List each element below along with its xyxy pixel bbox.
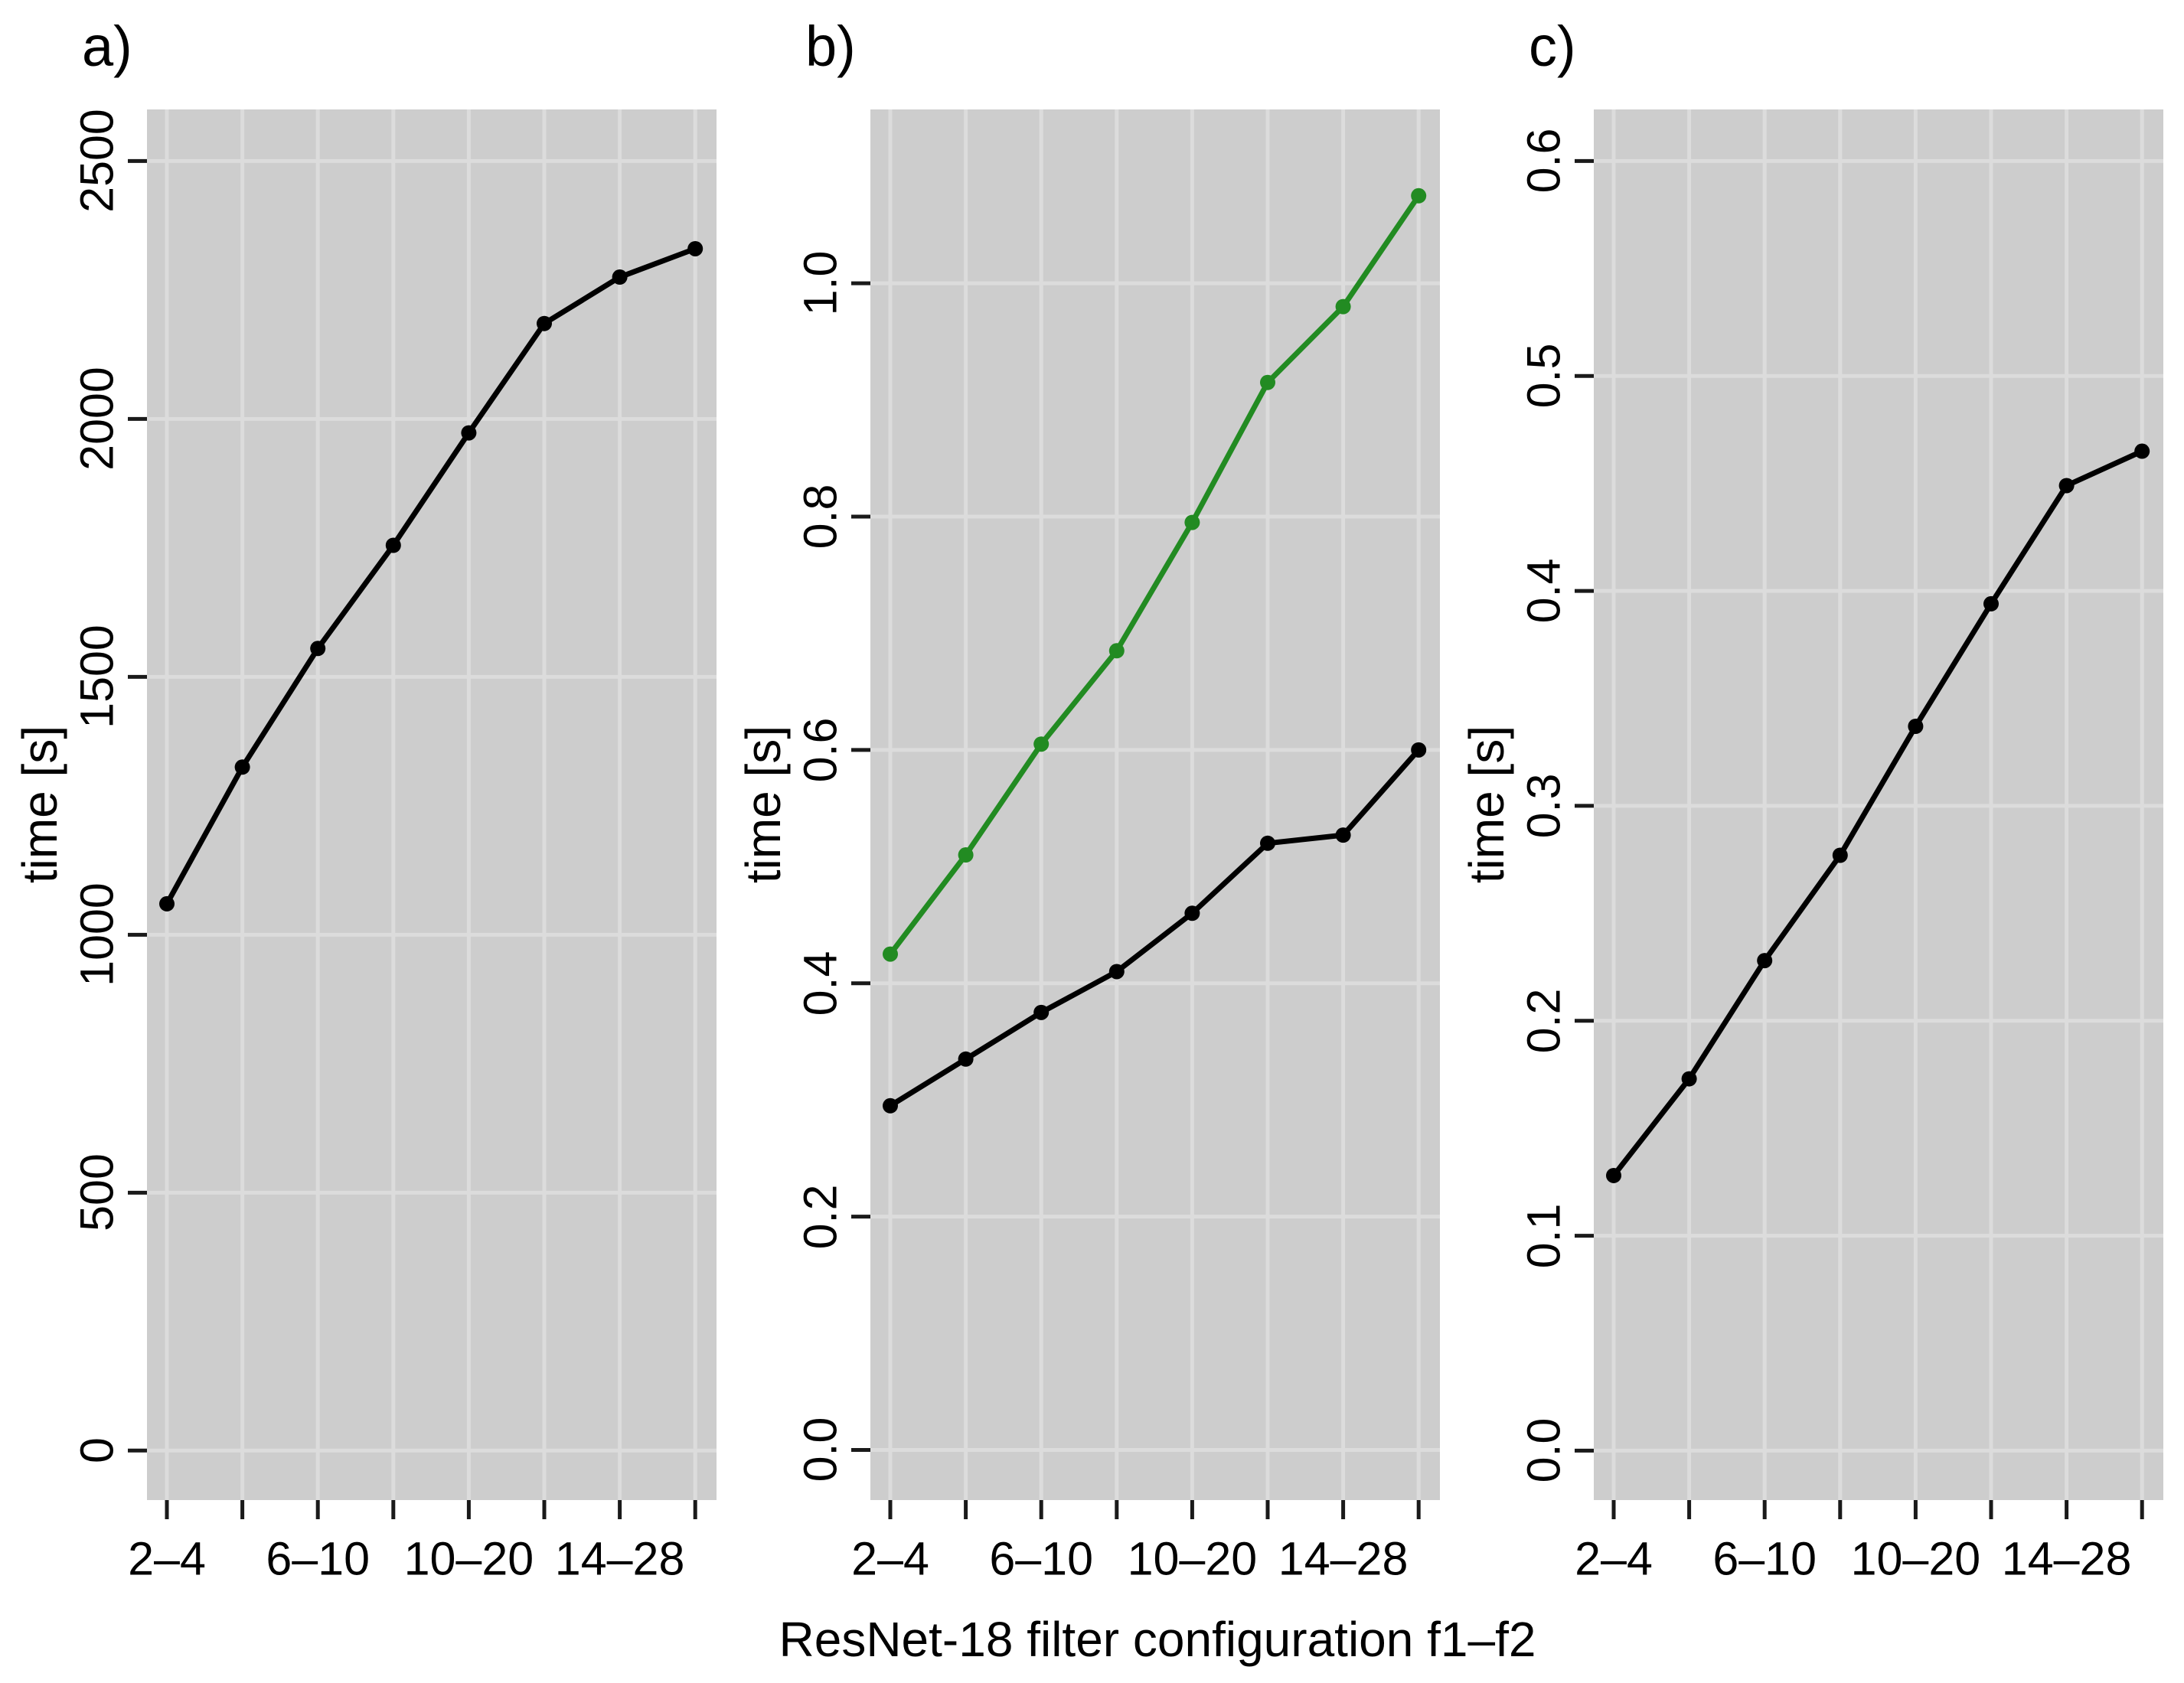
- y-tick-label: 2500: [70, 109, 123, 214]
- x-tick-label: 14–28: [1278, 1532, 1409, 1585]
- y-tick-label: 0.0: [794, 1417, 847, 1482]
- y-tick-label: 0.5: [1517, 343, 1570, 409]
- data-point-time-black: [461, 425, 477, 441]
- data-point-time-black: [159, 895, 175, 912]
- data-point-time-black: [1108, 964, 1125, 980]
- plot-area: [128, 109, 717, 1519]
- plot-background: [870, 109, 1440, 1500]
- data-point-time-green: [1184, 514, 1200, 530]
- data-point-time-black: [687, 240, 704, 256]
- y-tick-label: 0.4: [1517, 558, 1570, 624]
- data-point-time-black: [1033, 1004, 1050, 1020]
- data-point-time-green: [1108, 643, 1125, 659]
- series-line-time-black: [1611, 448, 2143, 1178]
- data-point-time-black: [1260, 835, 1275, 851]
- y-tick-label: 1000: [70, 882, 123, 987]
- series-line-time-black: [164, 246, 697, 905]
- data-point-time-black: [1411, 742, 1427, 758]
- data-point-time-black: [1606, 1167, 1621, 1183]
- data-point-time-black: [1983, 595, 1999, 612]
- data-point-time-black: [958, 1051, 974, 1067]
- y-tick-label: 0.6: [1517, 128, 1570, 194]
- data-point-time-green: [1260, 374, 1275, 390]
- data-point-time-black: [2134, 443, 2150, 459]
- data-point-time-green: [1411, 188, 1427, 204]
- data-point-time-black: [385, 537, 401, 553]
- data-point-time-black: [2058, 478, 2075, 494]
- y-tick-label: 0.0: [1517, 1418, 1570, 1483]
- y-tick-label: 0.2: [794, 1184, 847, 1249]
- data-point-time-black: [234, 759, 250, 775]
- y-tick-label: 0: [70, 1437, 123, 1464]
- panel-label-a: a): [82, 15, 132, 78]
- y-tick-label: 500: [70, 1153, 123, 1232]
- data-point-time-black: [537, 315, 552, 331]
- y-tick-label: 0.2: [1517, 988, 1570, 1054]
- plot-area: [1575, 109, 2163, 1519]
- x-tick-label: 10–20: [403, 1532, 534, 1585]
- x-tick-label: 2–4: [128, 1532, 206, 1585]
- data-point-time-black: [1832, 847, 1848, 863]
- x-tick-label: 6–10: [266, 1532, 371, 1585]
- y-tick-label: 0.3: [1517, 773, 1570, 839]
- x-tick-label: 2–4: [851, 1532, 929, 1585]
- y-tick-label: 0.8: [794, 484, 847, 550]
- x-tick-label: 14–28: [554, 1532, 685, 1585]
- data-point-time-black: [1681, 1071, 1697, 1087]
- x-tick-label: 10–20: [1127, 1532, 1258, 1585]
- plot-area: [851, 109, 1440, 1519]
- panel-label-b: b): [805, 15, 856, 78]
- x-tick-label: 2–4: [1575, 1532, 1653, 1585]
- data-point-time-black: [1757, 953, 1773, 969]
- y-tick-label: 1500: [70, 625, 123, 729]
- x-tick-label: 10–20: [1850, 1532, 1981, 1585]
- data-point-time-black: [612, 269, 628, 285]
- data-point-time-black: [1184, 905, 1200, 921]
- data-point-time-green: [958, 847, 974, 863]
- data-point-time-green: [1033, 736, 1050, 752]
- series-line-time-green: [888, 194, 1422, 956]
- data-point-time-black: [883, 1098, 898, 1114]
- plot-background: [147, 109, 717, 1500]
- y-tick-label: 0.6: [794, 717, 847, 783]
- data-point-time-black: [1908, 718, 1924, 734]
- y-axis-title-b: time [s]: [736, 725, 791, 884]
- y-tick-label: 0.4: [794, 951, 847, 1016]
- y-tick-label: 1.0: [794, 250, 847, 316]
- x-tick-label: 6–10: [1712, 1532, 1817, 1585]
- panel-label-c: c): [1529, 15, 1576, 78]
- x-axis-title: ResNet-18 filter configuration f1–f2: [779, 1612, 1536, 1667]
- data-point-time-black: [1335, 827, 1351, 843]
- x-tick-label: 6–10: [989, 1532, 1094, 1585]
- series-line-time-black: [889, 748, 1421, 1108]
- y-tick-label: 0.1: [1517, 1203, 1570, 1268]
- data-point-time-green: [883, 946, 898, 962]
- data-point-time-black: [310, 641, 326, 657]
- data-point-time-green: [1335, 298, 1351, 315]
- y-axis-title-c: time [s]: [1459, 725, 1514, 884]
- y-axis-title-a: time [s]: [12, 725, 67, 884]
- x-tick-label: 14–28: [2001, 1532, 2132, 1585]
- y-tick-label: 2000: [70, 367, 123, 471]
